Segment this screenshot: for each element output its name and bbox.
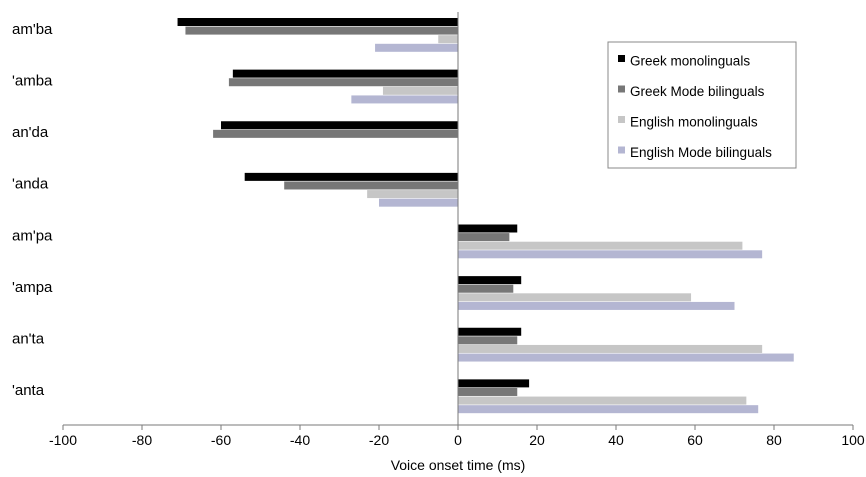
bar-anda-series-1 [244,172,458,181]
bar-amba-series-3 [438,35,458,44]
x-tick-label: 100 [841,432,865,448]
bar-anta-series-1 [458,379,530,388]
bar-anta-series-2 [458,336,518,345]
category-label: an'ta [12,331,45,348]
bar-anta-series-2 [458,387,518,396]
legend-swatch [618,85,625,93]
x-tick-label: 80 [766,432,782,448]
legend-entry-label: English Mode bilinguals [630,145,772,160]
category-label: 'amba [12,72,53,89]
bar-amba-series-4 [375,43,458,52]
bar-amba-series-3 [382,86,458,95]
bar-anda-series-1 [221,121,458,130]
bar-anta-series-1 [458,327,522,336]
category-label: 'anda [12,176,49,193]
x-tick-label: -60 [211,432,231,448]
bar-amba-series-4 [351,95,458,104]
bar-ampa-series-3 [458,293,692,302]
bar-anda-series-2 [213,129,458,138]
category-label: am'ba [12,21,53,38]
bar-anda-series-4 [379,198,458,207]
legend-swatch [618,116,625,123]
x-tick-label: -100 [49,432,77,448]
legend-entry-label: Greek monolinguals [630,54,750,69]
category-labels-group: am'ba 'amba an'da 'anda am'pa 'ampa an'ta 'anta [12,21,53,399]
bar-ampa-series-4 [458,250,763,259]
x-tick-label: 40 [608,432,624,448]
x-axis-title: Voice onset time (ms) [391,457,526,473]
x-tick-label: 0 [454,432,462,448]
bar-anda-series-2 [284,181,458,190]
bar-anta-series-4 [458,405,759,414]
legend-swatch [618,146,625,154]
bar-ampa-series-2 [458,284,514,293]
legend-box [607,41,797,169]
bar-ampa-series-1 [458,224,518,233]
x-tick-label: -80 [132,432,152,448]
bar-ampa-series-4 [458,301,735,310]
bar-ampa-series-3 [458,241,743,250]
legend-swatch [618,55,625,62]
bars-group [177,18,794,414]
bar-ampa-series-1 [458,276,522,285]
x-tick-label: 60 [687,432,703,448]
legend-entry-label: English monolinguals [630,115,758,130]
bar-anta-series-3 [458,344,763,353]
x-tick-label: 20 [529,432,545,448]
bar-anta-series-3 [458,396,747,405]
x-tick-label: -20 [369,432,389,448]
bar-ampa-series-2 [458,233,510,242]
bar-amba-series-2 [228,78,458,87]
x-ticks-group: -100 -80 -60 -40 -20 0 20 40 60 80 100 [49,425,865,448]
category-label: am'pa [12,227,53,244]
legend: Greek monolinguals Greek Mode bilinguals E… [607,41,797,169]
bar-anda-series-3 [367,190,458,199]
category-label: an'da [12,124,49,141]
bar-amba-series-1 [232,69,458,78]
category-label: 'ampa [12,279,53,296]
bar-anta-series-4 [458,353,794,362]
bar-amba-series-1 [177,18,459,26]
legend-entry-label: Greek Mode bilinguals [630,84,765,99]
category-label: 'anta [12,382,45,399]
x-tick-label: -40 [290,432,310,448]
bar-amba-series-2 [185,26,458,35]
